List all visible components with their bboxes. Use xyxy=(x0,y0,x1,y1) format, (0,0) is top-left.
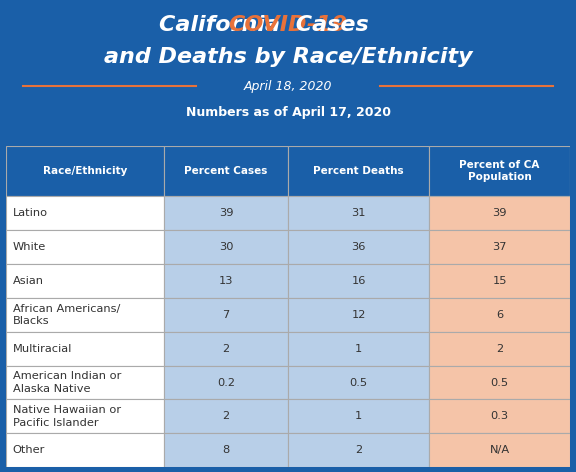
Bar xyxy=(164,146,288,196)
Text: Asian: Asian xyxy=(13,276,44,286)
Bar xyxy=(164,196,288,230)
Text: 0.5: 0.5 xyxy=(350,378,367,388)
Text: Percent Deaths: Percent Deaths xyxy=(313,166,404,176)
Text: COVID-19: COVID-19 xyxy=(229,15,347,35)
Bar xyxy=(288,264,429,298)
Bar xyxy=(429,433,570,467)
Bar xyxy=(429,196,570,230)
Text: 0.5: 0.5 xyxy=(491,378,509,388)
Bar xyxy=(288,332,429,366)
Bar xyxy=(288,366,429,399)
Text: 2: 2 xyxy=(222,412,229,421)
Bar xyxy=(164,332,288,366)
Text: 2: 2 xyxy=(496,344,503,354)
Text: 8: 8 xyxy=(222,445,229,455)
Bar xyxy=(288,196,429,230)
Bar xyxy=(288,399,429,433)
Text: American Indian or
Alaska Native: American Indian or Alaska Native xyxy=(13,371,121,394)
Bar xyxy=(164,230,288,264)
Text: 6: 6 xyxy=(496,310,503,320)
Bar xyxy=(6,196,164,230)
Text: 15: 15 xyxy=(492,276,507,286)
Text: 39: 39 xyxy=(492,208,507,218)
Text: 37: 37 xyxy=(492,242,507,252)
Text: 13: 13 xyxy=(219,276,233,286)
Text: Numbers as of April 17, 2020: Numbers as of April 17, 2020 xyxy=(185,106,391,119)
Text: 0.3: 0.3 xyxy=(491,412,509,421)
Bar xyxy=(164,264,288,298)
Text: 16: 16 xyxy=(351,276,366,286)
Bar xyxy=(6,264,164,298)
Text: April 18, 2020: April 18, 2020 xyxy=(244,80,332,93)
Bar xyxy=(288,298,429,332)
Text: and Deaths by Race/Ethnicity: and Deaths by Race/Ethnicity xyxy=(104,47,472,67)
Bar xyxy=(429,298,570,332)
Bar xyxy=(429,146,570,196)
Text: California: California xyxy=(159,15,288,35)
Text: 30: 30 xyxy=(219,242,233,252)
Text: 7: 7 xyxy=(222,310,229,320)
Bar xyxy=(164,433,288,467)
Text: Cases: Cases xyxy=(288,15,369,35)
Text: N/A: N/A xyxy=(490,445,510,455)
Text: White: White xyxy=(13,242,46,252)
Text: 0.2: 0.2 xyxy=(217,378,235,388)
Text: 12: 12 xyxy=(351,310,366,320)
Bar xyxy=(6,298,164,332)
Text: 1: 1 xyxy=(355,344,362,354)
Bar xyxy=(429,366,570,399)
Bar xyxy=(6,399,164,433)
Bar xyxy=(6,230,164,264)
Text: 39: 39 xyxy=(219,208,233,218)
Text: Race/Ethnicity: Race/Ethnicity xyxy=(43,166,127,176)
Bar xyxy=(164,399,288,433)
Bar xyxy=(429,399,570,433)
Bar xyxy=(164,298,288,332)
Text: Other: Other xyxy=(13,445,45,455)
Text: 2: 2 xyxy=(222,344,229,354)
Text: Multiracial: Multiracial xyxy=(13,344,72,354)
Text: 1: 1 xyxy=(355,412,362,421)
Bar xyxy=(288,146,429,196)
Text: Percent Cases: Percent Cases xyxy=(184,166,268,176)
Bar xyxy=(429,332,570,366)
Text: 31: 31 xyxy=(351,208,366,218)
Text: 2: 2 xyxy=(355,445,362,455)
Text: Native Hawaiian or
Pacific Islander: Native Hawaiian or Pacific Islander xyxy=(13,405,120,428)
Bar xyxy=(429,230,570,264)
Bar xyxy=(288,230,429,264)
Bar xyxy=(6,433,164,467)
Bar xyxy=(164,366,288,399)
Text: Percent of CA
Population: Percent of CA Population xyxy=(460,160,540,182)
Text: African Americans/
Blacks: African Americans/ Blacks xyxy=(13,303,120,326)
Text: 36: 36 xyxy=(351,242,366,252)
Bar xyxy=(6,146,164,196)
Bar xyxy=(6,366,164,399)
Bar xyxy=(6,332,164,366)
Text: Latino: Latino xyxy=(13,208,48,218)
Bar xyxy=(429,264,570,298)
Bar xyxy=(288,433,429,467)
